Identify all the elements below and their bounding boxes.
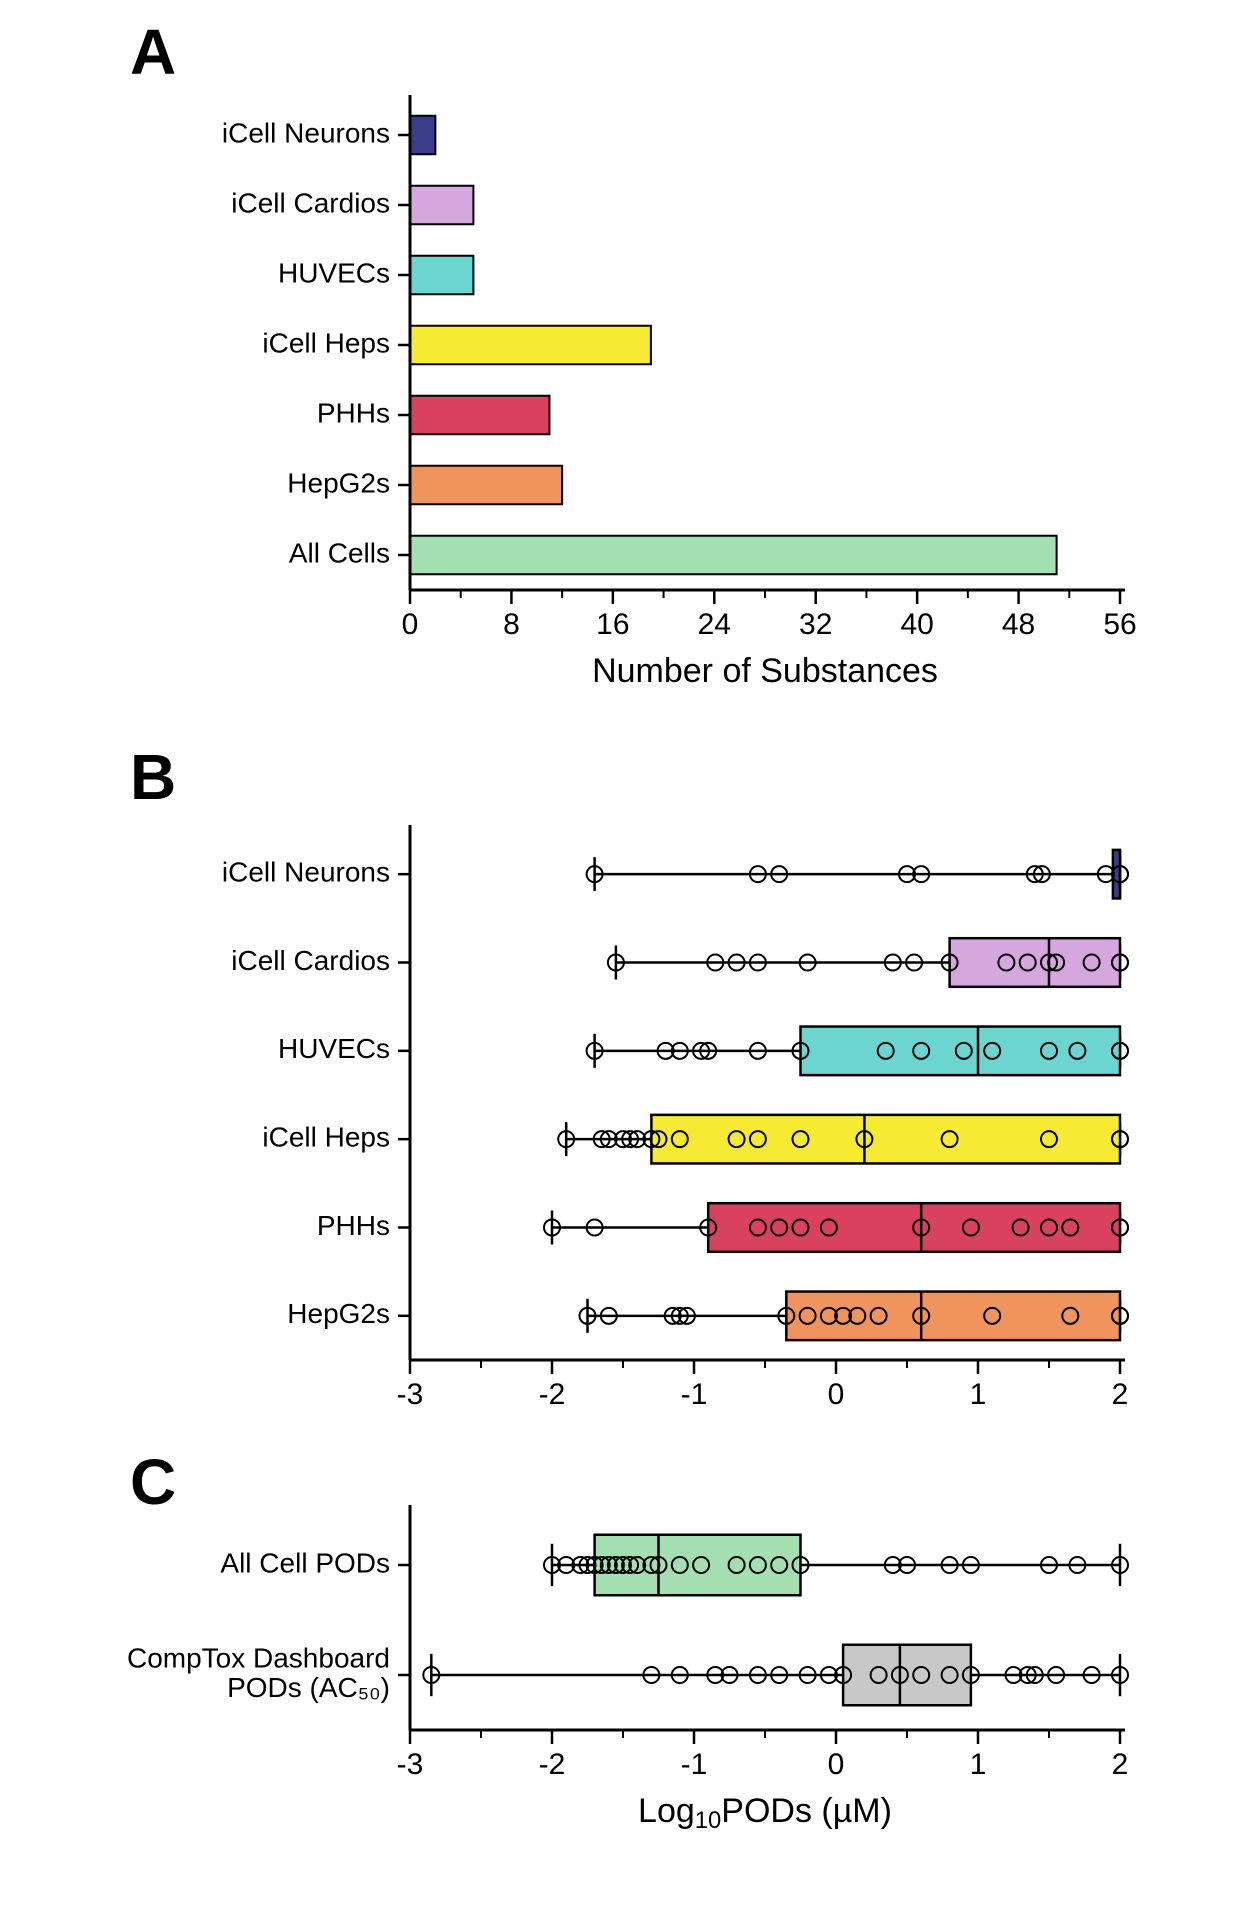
x-tick-label: -2 (539, 1748, 566, 1781)
category-label: PHHs (317, 397, 390, 428)
x-tick-label: 48 (1002, 608, 1035, 641)
category-label: HUVECs (278, 257, 390, 288)
category-label: PODs (AC₅₀) (227, 1672, 390, 1703)
bar (410, 326, 651, 365)
category-label: All Cell PODs (220, 1547, 390, 1578)
x-tick-label: -1 (681, 1378, 708, 1411)
x-axis-title: Number of Substances (592, 652, 938, 690)
figure-root: A B C iCell NeuronsiCell CardiosHUVECsiC… (0, 0, 1240, 1920)
x-tick-label: 8 (503, 608, 520, 641)
category-label: All Cells (289, 537, 390, 568)
bar (410, 116, 435, 155)
category-label: iCell Cardios (231, 187, 390, 218)
x-tick-label: 40 (900, 608, 933, 641)
category-label: iCell Cardios (231, 945, 390, 976)
category-label: iCell Heps (262, 327, 390, 358)
bar (410, 466, 562, 505)
x-tick-label: -3 (397, 1378, 424, 1411)
x-tick-label: -3 (397, 1748, 424, 1781)
x-tick-label: 0 (402, 608, 419, 641)
x-tick-label: 32 (799, 608, 832, 641)
panel-a-chart: iCell Neurons iCell Cardios HUVECs iCell He… (0, 60, 1240, 700)
bar (410, 186, 473, 225)
category-label: iCell Heps (262, 1122, 390, 1153)
bar (410, 536, 1057, 575)
box (595, 1535, 801, 1596)
x-tick-label: 1 (970, 1378, 987, 1411)
x-tick-label: -2 (539, 1378, 566, 1411)
bar (410, 396, 549, 435)
category-label: iCell Neurons (222, 117, 390, 148)
x-tick-label: 56 (1103, 608, 1136, 641)
x-tick-label: 0 (828, 1378, 845, 1411)
x-tick-label: -1 (681, 1748, 708, 1781)
x-tick-label: 2 (1112, 1748, 1129, 1781)
category-label: HepG2s (287, 1298, 390, 1329)
x-tick-label: 1 (970, 1748, 987, 1781)
x-tick-label: 16 (596, 608, 629, 641)
x-axis-title: Log10PODs (µM) (638, 1792, 892, 1834)
x-tick-label: 2 (1112, 1378, 1129, 1411)
category-label: PHHs (317, 1210, 390, 1241)
box (651, 1115, 1120, 1164)
bar (410, 256, 473, 295)
category-label: HUVECs (278, 1033, 390, 1064)
category-label: iCell Neurons (222, 857, 390, 888)
x-tick-label: 24 (698, 608, 731, 641)
box (801, 1027, 1121, 1076)
category-label: HepG2s (287, 467, 390, 498)
x-tick-label: 0 (828, 1748, 845, 1781)
panel-c-chart: All Cell PODs CompTox DashboardPODs (AC₅₀… (0, 1480, 1240, 1920)
panel-b-chart: iCell Neurons iCell Cardios HUVECs iCell He… (0, 790, 1240, 1450)
category-label: CompTox Dashboard (127, 1643, 390, 1674)
